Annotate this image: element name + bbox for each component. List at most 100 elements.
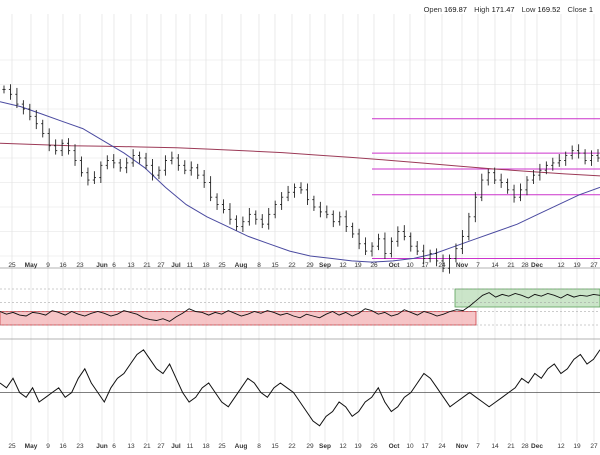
price-bar — [228, 203, 232, 225]
price-bar — [351, 222, 355, 238]
price-bar — [112, 154, 116, 169]
moving-average-200-line — [0, 142, 600, 177]
price-bar — [544, 161, 548, 175]
x-tick-label: Nov — [456, 443, 469, 450]
price-bar — [325, 205, 329, 219]
price-bar — [60, 139, 64, 157]
price-bar — [157, 166, 161, 180]
x-tick-label: 19 — [354, 262, 362, 269]
x-tick-label: 6 — [112, 262, 116, 269]
price-bar — [370, 242, 374, 257]
x-tick-label: Sep — [319, 262, 331, 269]
price-bar — [305, 183, 310, 206]
price-bar — [363, 237, 368, 256]
open-value: 169.87 — [444, 5, 467, 14]
price-bar — [54, 139, 58, 155]
price-bar — [196, 163, 200, 180]
price-bar — [525, 176, 529, 196]
price-bar — [280, 192, 284, 210]
price-bar — [422, 244, 426, 264]
x-tick-label: 25 — [8, 443, 16, 450]
price-bar — [389, 237, 393, 258]
price-bar — [47, 128, 51, 152]
x-tick-label: 19 — [354, 443, 362, 450]
price-bar — [596, 149, 600, 162]
price-bar — [428, 249, 432, 263]
x-tick-label: Jul — [171, 262, 181, 269]
price-bar — [292, 183, 297, 198]
x-tick-label: 21 — [507, 262, 515, 269]
x-tick-label: 16 — [59, 443, 67, 450]
price-bar — [312, 195, 316, 211]
x-tick-label: 15 — [271, 262, 279, 269]
price-bar — [150, 158, 155, 181]
price-bar — [183, 160, 187, 175]
price-bar — [493, 167, 497, 184]
x-tick-label: 22 — [288, 262, 296, 269]
x-tick-label: 13 — [127, 262, 135, 269]
x-tick-label: 18 — [202, 262, 210, 269]
oscillator-line — [0, 349, 600, 427]
x-tick-label: 29 — [306, 443, 314, 450]
open-label: Open — [423, 5, 442, 14]
price-bar — [163, 155, 168, 176]
x-tick-label: Nov — [456, 262, 469, 269]
price-bar — [176, 154, 180, 171]
x-tick-label: 17 — [421, 262, 429, 269]
price-bar — [254, 210, 258, 225]
close-label: Close — [567, 5, 587, 14]
oversold-zone — [0, 311, 477, 326]
price-bar — [383, 232, 387, 259]
ohlc-readout: Open 169.87 High 171.47 Low 169.52 Close… — [424, 5, 598, 14]
x-tick-label: Dec — [531, 443, 543, 450]
price-bar — [454, 243, 458, 263]
price-bar — [28, 103, 32, 121]
price-bar — [286, 185, 290, 202]
x-tick-label: 14 — [491, 443, 499, 450]
x-tick-label: Oct — [389, 443, 401, 450]
price-bar — [318, 201, 322, 218]
price-bar — [506, 178, 510, 194]
price-bar — [137, 151, 142, 164]
price-bar — [21, 100, 25, 115]
price-bar — [125, 157, 129, 174]
price-bar — [396, 226, 400, 247]
x-tick-label: 12 — [557, 262, 565, 269]
price-bar — [247, 207, 251, 226]
price-bar — [189, 161, 193, 176]
x-tick-label: 8 — [257, 262, 261, 269]
price-bar — [538, 163, 542, 181]
x-tick-label: 23 — [76, 443, 84, 450]
x-tick-label: 21 — [507, 443, 515, 450]
x-tick-label: 12 — [339, 262, 347, 269]
price-bar — [499, 173, 503, 188]
price-bar — [531, 170, 536, 184]
price-bar — [260, 214, 264, 229]
price-bar — [376, 233, 381, 251]
x-tick-label: 27 — [590, 262, 598, 269]
price-bar — [73, 144, 77, 166]
x-tick-label: 15 — [271, 443, 279, 450]
x-tick-label: Jun — [96, 443, 108, 450]
price-bar — [79, 156, 84, 177]
x-tick-label: 16 — [59, 262, 67, 269]
x-tick-label: 21 — [143, 443, 151, 450]
x-tick-label: 26 — [370, 262, 378, 269]
price-bar — [215, 193, 219, 210]
price-bar — [344, 210, 348, 232]
price-bar — [92, 171, 96, 184]
price-bar — [577, 144, 581, 159]
rsi-line — [0, 292, 600, 322]
price-bar — [234, 215, 239, 231]
price-bar — [2, 85, 6, 94]
x-tick-label: Oct — [389, 262, 401, 269]
price-bar — [564, 151, 568, 166]
x-tick-label: 9 — [46, 443, 50, 450]
price-bar — [512, 184, 516, 203]
x-tick-label: 29 — [306, 262, 314, 269]
x-tick-label: Jul — [171, 443, 181, 450]
price-bar — [221, 199, 226, 214]
price-bar — [589, 150, 594, 166]
